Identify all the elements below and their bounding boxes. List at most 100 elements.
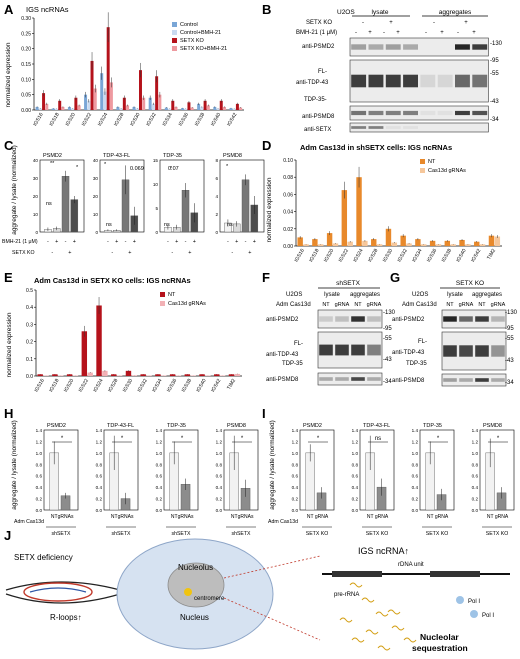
significance-mark: 0.069 (130, 166, 144, 172)
igs-transcript (365, 629, 379, 635)
panel-letter-b: B (262, 2, 271, 17)
lane-sign: - (355, 30, 357, 36)
y-tick-label: 0.1 (26, 357, 33, 363)
bar (58, 375, 64, 376)
y-tick-label: 1.2 (156, 439, 163, 444)
bar (206, 105, 210, 110)
blot-band (335, 377, 349, 381)
group-label: SETX KO (486, 531, 509, 537)
panel-letter-j: J (4, 528, 11, 543)
bar (200, 106, 204, 110)
dna-strand-top (5, 581, 121, 591)
lane-sign: + (464, 20, 468, 26)
panel-b-blot-psmd2: anti-PSMD2 (302, 44, 335, 50)
igs-transcript (339, 617, 353, 623)
panel-e-title: Adm Cas13d in SETX KO cells: IGS ncRNAs (34, 276, 191, 285)
y-tick-label: 0.10 (21, 77, 31, 83)
blot-band (385, 126, 401, 129)
pol-i-label-1: Pol I (468, 599, 480, 605)
significance-mark: 0.07 (168, 166, 179, 172)
lane-sign: + (389, 20, 393, 26)
panel-h-ylabel: aggregate / lysate (normalized) (11, 420, 18, 510)
blot-band (420, 74, 436, 88)
bar (103, 91, 107, 110)
bar (450, 244, 456, 246)
bar (219, 375, 226, 376)
blot-band (475, 316, 489, 322)
panel-b-group-lysate: lysate (372, 9, 389, 16)
lane-label: gRNAs (178, 514, 194, 520)
lane-sign: + (73, 239, 76, 245)
significance-mark: ns (106, 222, 112, 228)
y-tick-label: 0.30 (21, 16, 31, 22)
y-tick-label: 0.00 (283, 244, 293, 250)
dna-strand-bottom (5, 593, 121, 604)
lane-sign: + (253, 239, 256, 245)
y-tick-label: 40 (33, 158, 39, 163)
y-tick-label: 1.0 (412, 451, 419, 456)
lane-label: gRNA (367, 302, 382, 308)
y-tick-label: 20 (33, 194, 39, 199)
panel-g-mw-43: -43 (505, 358, 514, 364)
legend-swatch (160, 301, 165, 306)
lane-sign: + (368, 30, 372, 36)
bar (116, 375, 123, 376)
panel-letter-f: F (262, 270, 270, 285)
y-tick-label: 30 (33, 176, 39, 181)
y-tick-label: 1.0 (156, 451, 163, 456)
y-tick-label: 0.8 (472, 462, 479, 467)
bar (135, 108, 139, 110)
lane-label: gRNA (491, 302, 506, 308)
blot-band (351, 110, 367, 116)
panel-g-group-aggregates: aggregates (472, 292, 502, 298)
y-tick-label: 1.2 (472, 439, 479, 444)
y-tick-label: 1.2 (352, 439, 359, 444)
y-tick-label: 0.3 (26, 322, 33, 328)
blot-strip (349, 122, 489, 133)
nucleus-label: Nucleus (180, 613, 209, 622)
y-tick-label: 0.8 (412, 462, 419, 467)
lane-sign: - (245, 239, 247, 245)
chart-subtitle: TDP-43-FL (107, 423, 134, 429)
lane-label: gRNA (459, 302, 474, 308)
significance-mark: * (121, 436, 124, 442)
y-tick-label: 0.8 (292, 462, 299, 467)
panel-g-blot-tdp35: TDP-35 (406, 361, 427, 367)
y-tick-label: 1.0 (352, 451, 359, 456)
y-tick-label: 1.0 (472, 451, 479, 456)
bar (235, 103, 239, 110)
lane-sign: + (175, 239, 178, 245)
legend-label: NT (168, 292, 176, 298)
legend-swatch (172, 22, 177, 27)
blot-band (403, 74, 418, 88)
centromere-dot (184, 588, 192, 596)
panel-b-group-aggregates: aggregates (439, 9, 472, 16)
blot-band (437, 110, 453, 116)
panel-g-row2: Adm Cas13d (402, 302, 437, 308)
bar (318, 244, 324, 246)
blot-band (368, 110, 384, 116)
blot-strip (441, 309, 507, 329)
bar (385, 228, 392, 246)
y-tick-label: 0.0 (292, 508, 299, 513)
panel-h-row-label: Adm Cas13d (14, 519, 44, 525)
lane-label: NT (478, 302, 486, 308)
panel-b-blot-psmd8: anti-PSMD8 (302, 114, 335, 120)
bar (391, 242, 398, 246)
significance-mark: * (76, 165, 79, 171)
legend-label: NT (428, 159, 436, 165)
significance-mark: * (104, 162, 107, 168)
y-tick-label: 30 (93, 176, 99, 181)
significance-mark: * (497, 436, 500, 442)
bar (228, 374, 235, 376)
y-tick-label: 0.8 (216, 462, 223, 467)
bar (326, 233, 333, 246)
bar (214, 374, 220, 376)
igs-transcript (361, 597, 375, 603)
panel-g-blot: SETX KO U2OS Adm Cas13d lysate aggregate… (392, 280, 518, 387)
legend-label: Cas13d gRNAs (168, 301, 206, 307)
bar (190, 107, 194, 110)
blot-band (351, 44, 367, 50)
bar (37, 374, 43, 376)
panel-g-mw-34: -34 (505, 380, 514, 386)
